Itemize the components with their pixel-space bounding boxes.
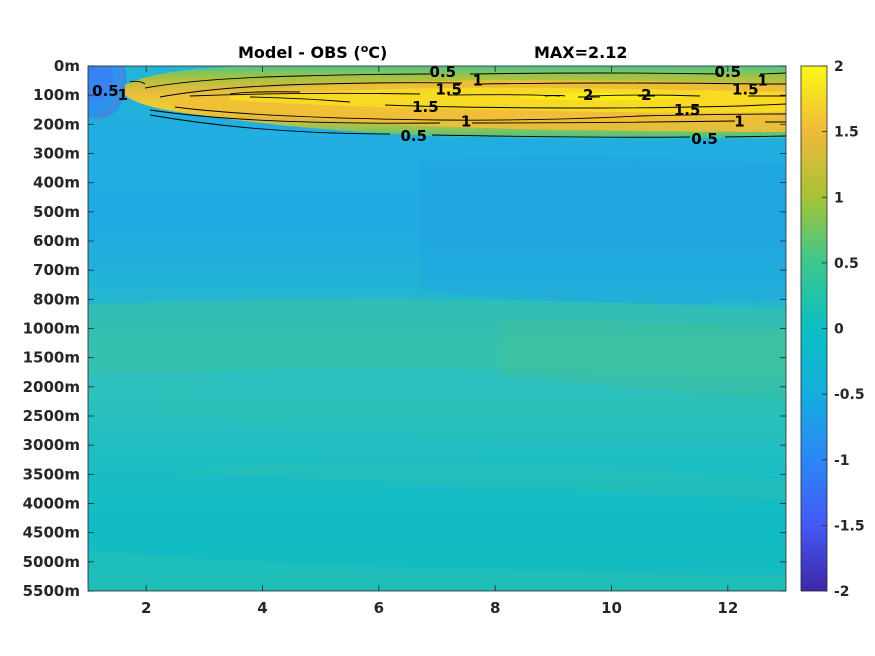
contour-label: 1.5 xyxy=(732,80,759,98)
colorbar-tick-label: 2 xyxy=(834,59,844,75)
contour-label: 0.5 xyxy=(691,130,718,148)
x-axis: 2 4 6 8 10 12 xyxy=(141,66,738,617)
contour-label: 1 xyxy=(472,72,482,90)
heatmap-field xyxy=(88,66,786,591)
contour-label: 1.5 xyxy=(674,101,701,119)
y-axis: 0m 100m 200m 300m 400m 500m 600m 700m 800m 1000m 1… xyxy=(23,57,786,600)
colorbar-tick-label: -2 xyxy=(834,584,850,600)
title-left: Model - OBS (oC) xyxy=(238,42,387,63)
colorbar-tick-label: 0 xyxy=(834,322,844,338)
contour-label: 1 xyxy=(734,112,744,130)
contour-lines xyxy=(94,66,786,138)
chart-title: Model - OBS (oC) MAX=2.12 xyxy=(238,42,628,63)
contour-label: 0.5 xyxy=(430,63,457,81)
y-tick-label: 2000m xyxy=(23,378,80,396)
y-tick-label: 5500m xyxy=(23,582,80,600)
y-tick-label: 5000m xyxy=(23,553,80,571)
contour-label: 1 xyxy=(758,72,768,90)
y-tick-label: 600m xyxy=(33,232,80,250)
contour-label-group: 0.5 1 0.5 10.51 1.51.5 1.51.52 21 10.5 0.5 xyxy=(92,63,768,148)
x-tick-label: 2 xyxy=(141,599,151,617)
y-tick-label: 0m xyxy=(54,57,80,75)
x-tick-label: 12 xyxy=(717,599,738,617)
contour-label: 1.5 xyxy=(435,80,462,98)
colorbar-tick-label: -1.5 xyxy=(834,518,865,534)
y-tick-label: 100m xyxy=(33,86,80,104)
x-tick-label: 6 xyxy=(374,599,384,617)
y-tick-label: 3000m xyxy=(23,436,80,454)
contour-label: 0.5 xyxy=(400,127,427,145)
y-tick-label: 300m xyxy=(33,145,80,163)
colorbar-tick-label: 1 xyxy=(834,190,844,206)
x-tick-label: 8 xyxy=(490,599,500,617)
contour-label: 2 xyxy=(583,86,593,104)
x-tick-label: 10 xyxy=(601,599,622,617)
colorbar-tick-label: 1.5 xyxy=(834,125,859,141)
y-tick-label: 1000m xyxy=(23,320,80,338)
y-tick-label: 200m xyxy=(33,115,80,133)
y-tick-label: 500m xyxy=(33,203,80,221)
title-max-value: MAX=2.12 xyxy=(534,43,628,62)
x-tick-label: 4 xyxy=(257,599,267,617)
y-tick-label: 4500m xyxy=(23,524,80,542)
colorbar: 2 1.5 1 0.5 0 -0.5 -1 -1.5 -2 xyxy=(800,59,865,600)
contour-label: 1 xyxy=(118,86,128,104)
colorbar-tick-label: 0.5 xyxy=(834,256,859,272)
colorbar-ticks: 2 1.5 1 0.5 0 -0.5 -1 -1.5 -2 xyxy=(822,59,865,600)
y-tick-label: 1500m xyxy=(23,349,80,367)
y-tick-label: 3500m xyxy=(23,465,80,483)
y-tick-label: 700m xyxy=(33,261,80,279)
contour-label: 1 xyxy=(461,112,471,130)
y-tick-label: 400m xyxy=(33,174,80,192)
colorbar-tick-label: -1 xyxy=(834,453,850,469)
contour-label: 0.5 xyxy=(92,82,119,100)
contour-label: 2 xyxy=(641,86,651,104)
y-tick-label: 2500m xyxy=(23,407,80,425)
colorbar-tick-label: -0.5 xyxy=(834,387,865,403)
y-tick-label: 800m xyxy=(33,290,80,308)
y-tick-label: 4000m xyxy=(23,495,80,513)
contour-label: 1.5 xyxy=(412,98,439,116)
